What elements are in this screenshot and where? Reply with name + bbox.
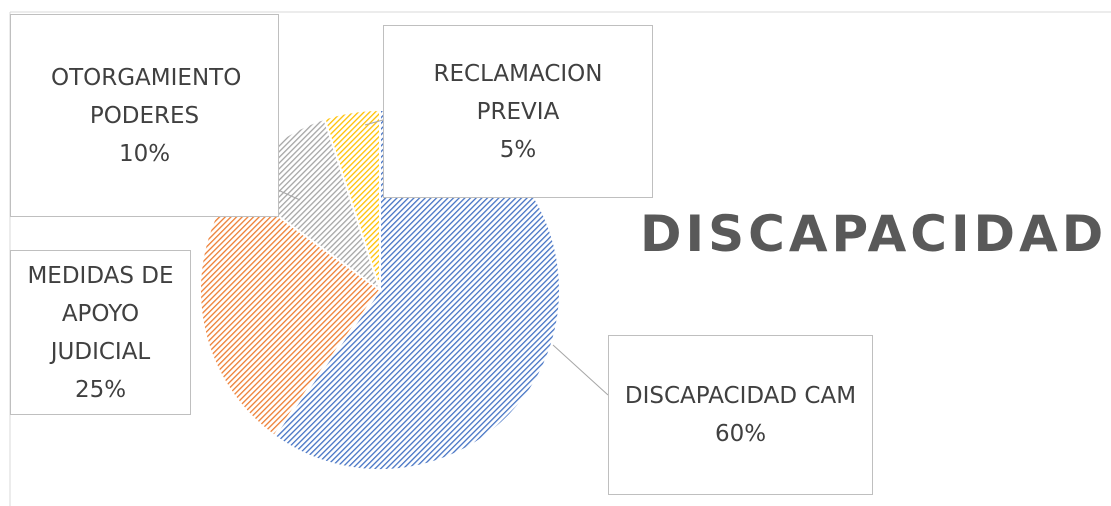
value-label: 5% xyxy=(499,136,537,163)
leader-line xyxy=(277,189,301,201)
data-label: DISCAPACIDAD CAM 60% xyxy=(608,335,873,495)
leader-line xyxy=(552,344,609,396)
data-label: OTORGAMIENTO PODERES 10% xyxy=(10,14,279,217)
data-label: MEDIDAS DE APOYO JUDICIAL 25% xyxy=(10,250,191,415)
value-label: 60% xyxy=(714,421,767,447)
value-label: 10% xyxy=(118,140,171,167)
leader-line xyxy=(364,119,384,126)
data-label: RECLAMACION PREVIA 5% xyxy=(383,25,653,198)
category-label: DISCAPACIDAD CAM xyxy=(624,383,857,409)
category-label: OTORGAMIENTO PODERES xyxy=(51,64,242,129)
category-label: RECLAMACION PREVIA xyxy=(433,60,603,125)
category-label: MEDIDAS DE APOYO JUDICIAL xyxy=(27,262,174,365)
chart-title: DISCAPACIDAD xyxy=(640,205,1108,263)
value-label: 25% xyxy=(74,376,127,403)
pie-slice xyxy=(323,108,381,291)
